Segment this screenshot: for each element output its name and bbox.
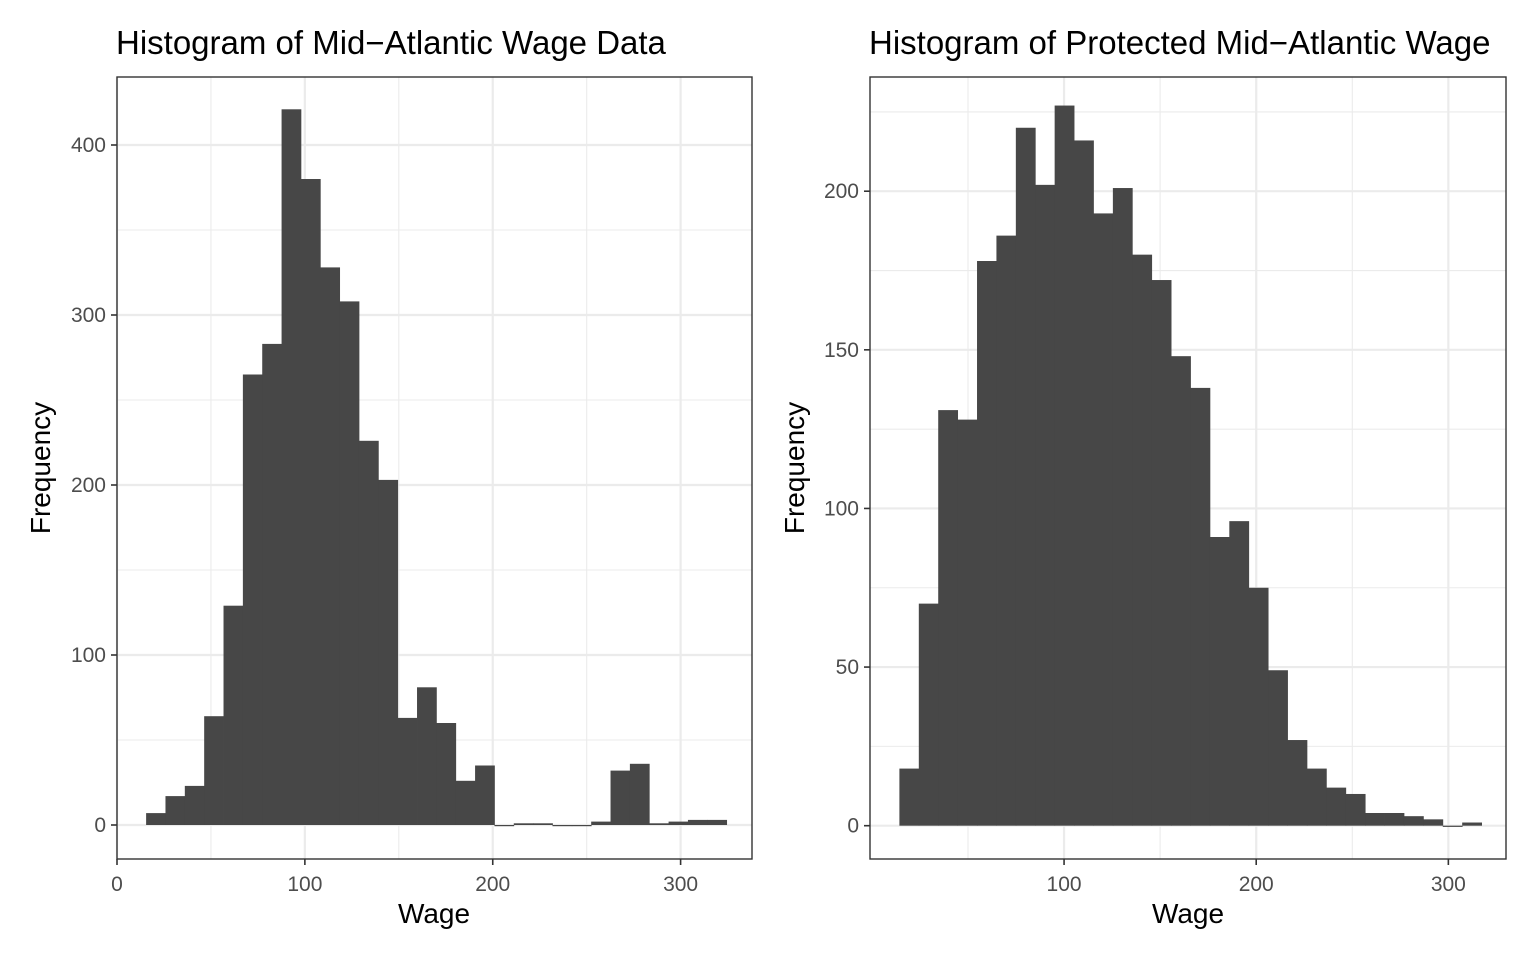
left-y-tick-label: 300 xyxy=(71,304,106,327)
left-histogram-bar xyxy=(533,823,553,825)
right-histogram-bar xyxy=(1365,813,1385,826)
right-histogram-bar xyxy=(1403,816,1424,826)
left-x-axis-title: Wage xyxy=(398,898,470,929)
left-x-tick-label: 300 xyxy=(663,873,698,896)
right-histogram-bar xyxy=(1151,280,1172,826)
left-histogram-bar xyxy=(494,825,515,827)
right-y-tick-label: 150 xyxy=(824,339,859,362)
left-x-tick-label: 100 xyxy=(287,873,322,896)
right-histogram-bar xyxy=(899,768,920,826)
right-histogram-bar xyxy=(1209,537,1230,826)
left-histogram-bar xyxy=(610,770,631,825)
left-histogram-bar xyxy=(397,717,418,825)
right-histogram-bar xyxy=(1384,813,1405,826)
right-histogram-bar xyxy=(938,410,959,826)
right-histogram-bar xyxy=(1442,825,1463,827)
right-x-tick-label: 200 xyxy=(1239,873,1274,896)
left-y-axis-title: Frequency xyxy=(25,402,56,534)
left-histogram-panel: Histogram of Mid−Atlantic Wage Data 0 100… xyxy=(25,24,753,929)
right-histogram-bar xyxy=(957,419,978,826)
right-x-tick-label: 100 xyxy=(1047,873,1082,896)
right-y-tick-label: 200 xyxy=(824,180,859,203)
left-histogram-bar xyxy=(223,605,244,825)
left-histogram-bar xyxy=(146,813,166,825)
right-histogram-panel: Histogram of Protected Mid−Atlantic Wage… xyxy=(779,24,1507,929)
left-histogram-bar xyxy=(475,765,495,825)
left-histogram-bars xyxy=(146,109,728,827)
left-y-tick-label: 200 xyxy=(71,474,106,497)
right-x-axis-ticks: 100 200 300 xyxy=(1047,859,1466,896)
right-histogram-bar xyxy=(1248,587,1269,826)
right-histogram-bar xyxy=(1035,184,1056,826)
left-histogram-bar xyxy=(417,687,437,825)
left-histogram-bar xyxy=(687,819,708,825)
left-histogram-bar xyxy=(339,301,360,825)
left-histogram-bar xyxy=(281,109,302,826)
left-panel-border xyxy=(116,76,753,860)
right-histogram-bar xyxy=(1345,793,1366,826)
right-x-tick-label: 300 xyxy=(1431,873,1466,896)
right-histogram-bar xyxy=(1132,254,1153,826)
left-histogram-bar xyxy=(591,821,611,825)
right-y-tick-label: 0 xyxy=(847,815,859,838)
left-histogram-bar xyxy=(649,823,669,825)
left-histogram-bar xyxy=(629,763,650,825)
left-y-tick-label: 0 xyxy=(94,814,106,837)
left-x-axis-ticks: 0 100 200 300 xyxy=(111,859,698,896)
right-histogram-bar xyxy=(1112,188,1133,826)
right-histogram-bar xyxy=(1093,213,1114,826)
right-histogram-bar xyxy=(1171,356,1191,826)
left-histogram-bar xyxy=(242,374,263,825)
right-histogram-bar xyxy=(996,235,1017,826)
left-histogram-bar xyxy=(165,796,186,825)
right-histogram-bar xyxy=(1190,387,1211,826)
left-y-tick-label: 400 xyxy=(71,134,106,157)
left-chart-title: Histogram of Mid−Atlantic Wage Data xyxy=(116,24,667,61)
right-histogram-bar xyxy=(1287,740,1308,826)
right-histogram-bar xyxy=(1054,105,1075,826)
right-histogram-bar xyxy=(1074,140,1094,826)
right-histogram-bar xyxy=(977,261,997,826)
right-histogram-bar xyxy=(1423,819,1444,826)
right-histogram-bar xyxy=(1268,670,1288,826)
left-histogram-bar xyxy=(668,821,689,825)
right-histogram-bar xyxy=(1326,787,1347,826)
right-y-tick-label: 50 xyxy=(836,656,859,679)
right-chart-title: Histogram of Protected Mid−Atlantic Wage xyxy=(869,24,1490,61)
right-histogram-bar xyxy=(1306,768,1327,826)
right-histogram-bar xyxy=(1015,127,1036,826)
right-panel-border xyxy=(869,76,1507,860)
right-y-tick-label: 100 xyxy=(824,497,859,520)
right-histogram-bar xyxy=(1229,521,1250,826)
left-histogram-bar xyxy=(552,825,573,827)
left-histogram-bar xyxy=(455,780,476,825)
left-histogram-bar xyxy=(204,716,224,825)
right-x-axis-title: Wage xyxy=(1152,898,1224,929)
right-histogram-bar xyxy=(1462,822,1482,826)
left-x-tick-label: 200 xyxy=(475,873,510,896)
left-y-tick-label: 100 xyxy=(71,644,106,667)
left-histogram-bar xyxy=(707,819,728,825)
left-histogram-bar xyxy=(378,479,399,825)
left-histogram-bar xyxy=(320,267,341,825)
left-histogram-bar xyxy=(184,785,205,825)
left-y-axis-ticks: 0 100 200 300 400 xyxy=(71,134,117,837)
left-histogram-bar xyxy=(436,723,457,825)
right-y-axis-ticks: 0 50 100 150 200 xyxy=(824,180,870,838)
left-histogram-bar xyxy=(262,343,282,825)
right-histogram-bar xyxy=(918,603,939,826)
left-histogram-bar xyxy=(358,440,379,825)
right-y-axis-title: Frequency xyxy=(779,402,810,534)
left-histogram-bar xyxy=(513,823,534,825)
right-histogram-bars xyxy=(899,105,1482,827)
left-histogram-bar xyxy=(571,825,592,827)
left-histogram-bar xyxy=(300,179,321,825)
left-x-tick-label: 0 xyxy=(111,873,123,896)
